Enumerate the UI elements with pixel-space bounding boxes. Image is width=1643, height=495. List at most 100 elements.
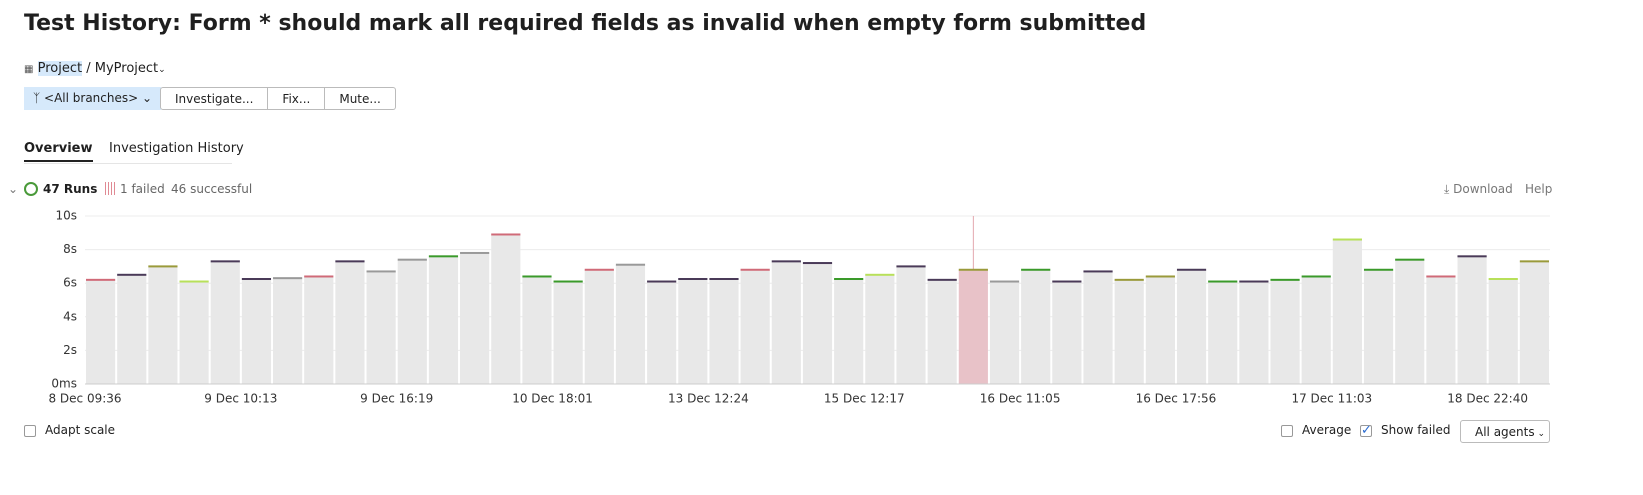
bar bbox=[553, 281, 583, 384]
y-tick-label: 0ms bbox=[51, 377, 77, 391]
bar-top bbox=[834, 278, 864, 280]
bar bbox=[460, 252, 490, 384]
bar bbox=[740, 269, 770, 384]
bar bbox=[1457, 256, 1487, 384]
crumb[interactable]: Project bbox=[37, 61, 83, 76]
x-tick-label: 9 Dec 10:13 bbox=[204, 392, 277, 406]
bar-top bbox=[491, 233, 521, 236]
y-tick-label: 6s bbox=[63, 276, 77, 290]
bar-top bbox=[584, 268, 614, 271]
bar bbox=[1176, 269, 1207, 384]
x-tick-label: 16 Dec 11:05 bbox=[980, 392, 1061, 406]
breadcrumb: ▦ Project / MyProject⌄ bbox=[24, 61, 166, 76]
bar bbox=[678, 279, 708, 384]
bar-top bbox=[896, 265, 926, 268]
checkbox[interactable] bbox=[24, 425, 36, 437]
bar-top bbox=[740, 268, 770, 271]
bar-top bbox=[1208, 280, 1238, 283]
tab[interactable]: Overview bbox=[24, 141, 93, 162]
average: Average bbox=[1302, 423, 1352, 437]
branch-label: <All branches> bbox=[44, 91, 139, 105]
bar bbox=[117, 274, 147, 384]
x-tick-label: 18 Dec 22:40 bbox=[1447, 392, 1528, 406]
bar-top bbox=[1488, 278, 1518, 280]
bar bbox=[1363, 269, 1394, 384]
agents-select[interactable]: All agents ⌄ bbox=[1460, 420, 1550, 443]
y-tick-label: 8s bbox=[63, 242, 77, 256]
bar-top bbox=[1301, 275, 1331, 278]
bar-top bbox=[958, 268, 988, 271]
bar bbox=[522, 276, 552, 384]
bar bbox=[1426, 276, 1456, 384]
bar bbox=[771, 261, 801, 384]
actions: Investigate... Fix... Mute... bbox=[160, 87, 396, 110]
bar-top bbox=[709, 278, 739, 280]
bar-top bbox=[179, 280, 209, 283]
bar-top bbox=[86, 278, 116, 281]
bar bbox=[896, 266, 926, 384]
branch-select[interactable]: ᛉ <All branches> ⌄ bbox=[24, 87, 162, 110]
bar-top bbox=[647, 280, 677, 283]
bar bbox=[1145, 276, 1175, 384]
bar-top bbox=[1332, 238, 1362, 241]
tab[interactable]: Investigation History bbox=[109, 141, 244, 156]
bar bbox=[1208, 281, 1238, 384]
bar bbox=[1395, 259, 1425, 384]
x-tick-label: 17 Dec 11:03 bbox=[1291, 392, 1372, 406]
bar bbox=[304, 276, 334, 384]
crumb-sep: / bbox=[86, 61, 91, 76]
title: Test History: Form * should mark all req… bbox=[24, 11, 1147, 36]
bar bbox=[647, 281, 677, 384]
bar bbox=[927, 279, 957, 384]
bar bbox=[1114, 279, 1144, 384]
checkbox-checked[interactable]: ✓ bbox=[1360, 423, 1372, 438]
bar-top bbox=[366, 270, 396, 273]
bar-top bbox=[771, 260, 801, 263]
crumb[interactable]: MyProject bbox=[94, 61, 159, 76]
agents-label: All agents bbox=[1475, 425, 1535, 439]
help[interactable]: Help bbox=[1525, 182, 1553, 196]
chart: 0ms 2s 4s 6s 8s 10s 8 Dec 09:36 9 Dec 10:13 9 De… bbox=[48, 209, 1550, 406]
button[interactable]: Fix... bbox=[268, 87, 326, 110]
runs: 47 Runs bbox=[43, 182, 98, 196]
failed-count: 1 failed bbox=[120, 182, 165, 196]
bar-top bbox=[1239, 280, 1269, 283]
bar-top bbox=[304, 275, 334, 278]
bar-top bbox=[1457, 255, 1487, 258]
bar-top bbox=[1021, 268, 1051, 271]
bar bbox=[1488, 279, 1518, 384]
button[interactable]: Mute... bbox=[325, 87, 396, 110]
bar-top bbox=[1270, 278, 1300, 281]
bar bbox=[1332, 239, 1362, 384]
bar-top bbox=[273, 277, 303, 280]
bar bbox=[366, 271, 396, 384]
bar-top bbox=[117, 273, 147, 276]
bar-top bbox=[1519, 260, 1549, 263]
bar bbox=[709, 279, 739, 384]
bar bbox=[335, 261, 365, 384]
button[interactable]: Investigate... bbox=[160, 87, 269, 110]
x-tick-label: 10 Dec 18:01 bbox=[512, 392, 593, 406]
download[interactable]: ⤓ Download bbox=[1444, 182, 1513, 196]
status-icon bbox=[24, 182, 38, 196]
bar bbox=[615, 264, 646, 384]
failed-icon bbox=[105, 182, 115, 195]
bar-top bbox=[802, 262, 833, 265]
bar-top bbox=[335, 260, 365, 263]
bar bbox=[958, 269, 988, 384]
bar-top bbox=[1176, 268, 1207, 271]
bar-top bbox=[1145, 275, 1175, 278]
success-count: 46 successful bbox=[171, 182, 253, 196]
bar-top bbox=[615, 263, 646, 266]
collapse[interactable]: ⌄ bbox=[8, 182, 19, 196]
bar bbox=[865, 274, 895, 384]
checkbox[interactable] bbox=[1281, 425, 1293, 437]
bar-top bbox=[428, 255, 459, 258]
bar-top bbox=[865, 273, 895, 276]
bar bbox=[148, 266, 178, 384]
bar bbox=[584, 269, 614, 384]
adapt-scale: Adapt scale bbox=[45, 423, 116, 437]
bar bbox=[834, 279, 864, 384]
bar bbox=[241, 279, 272, 384]
